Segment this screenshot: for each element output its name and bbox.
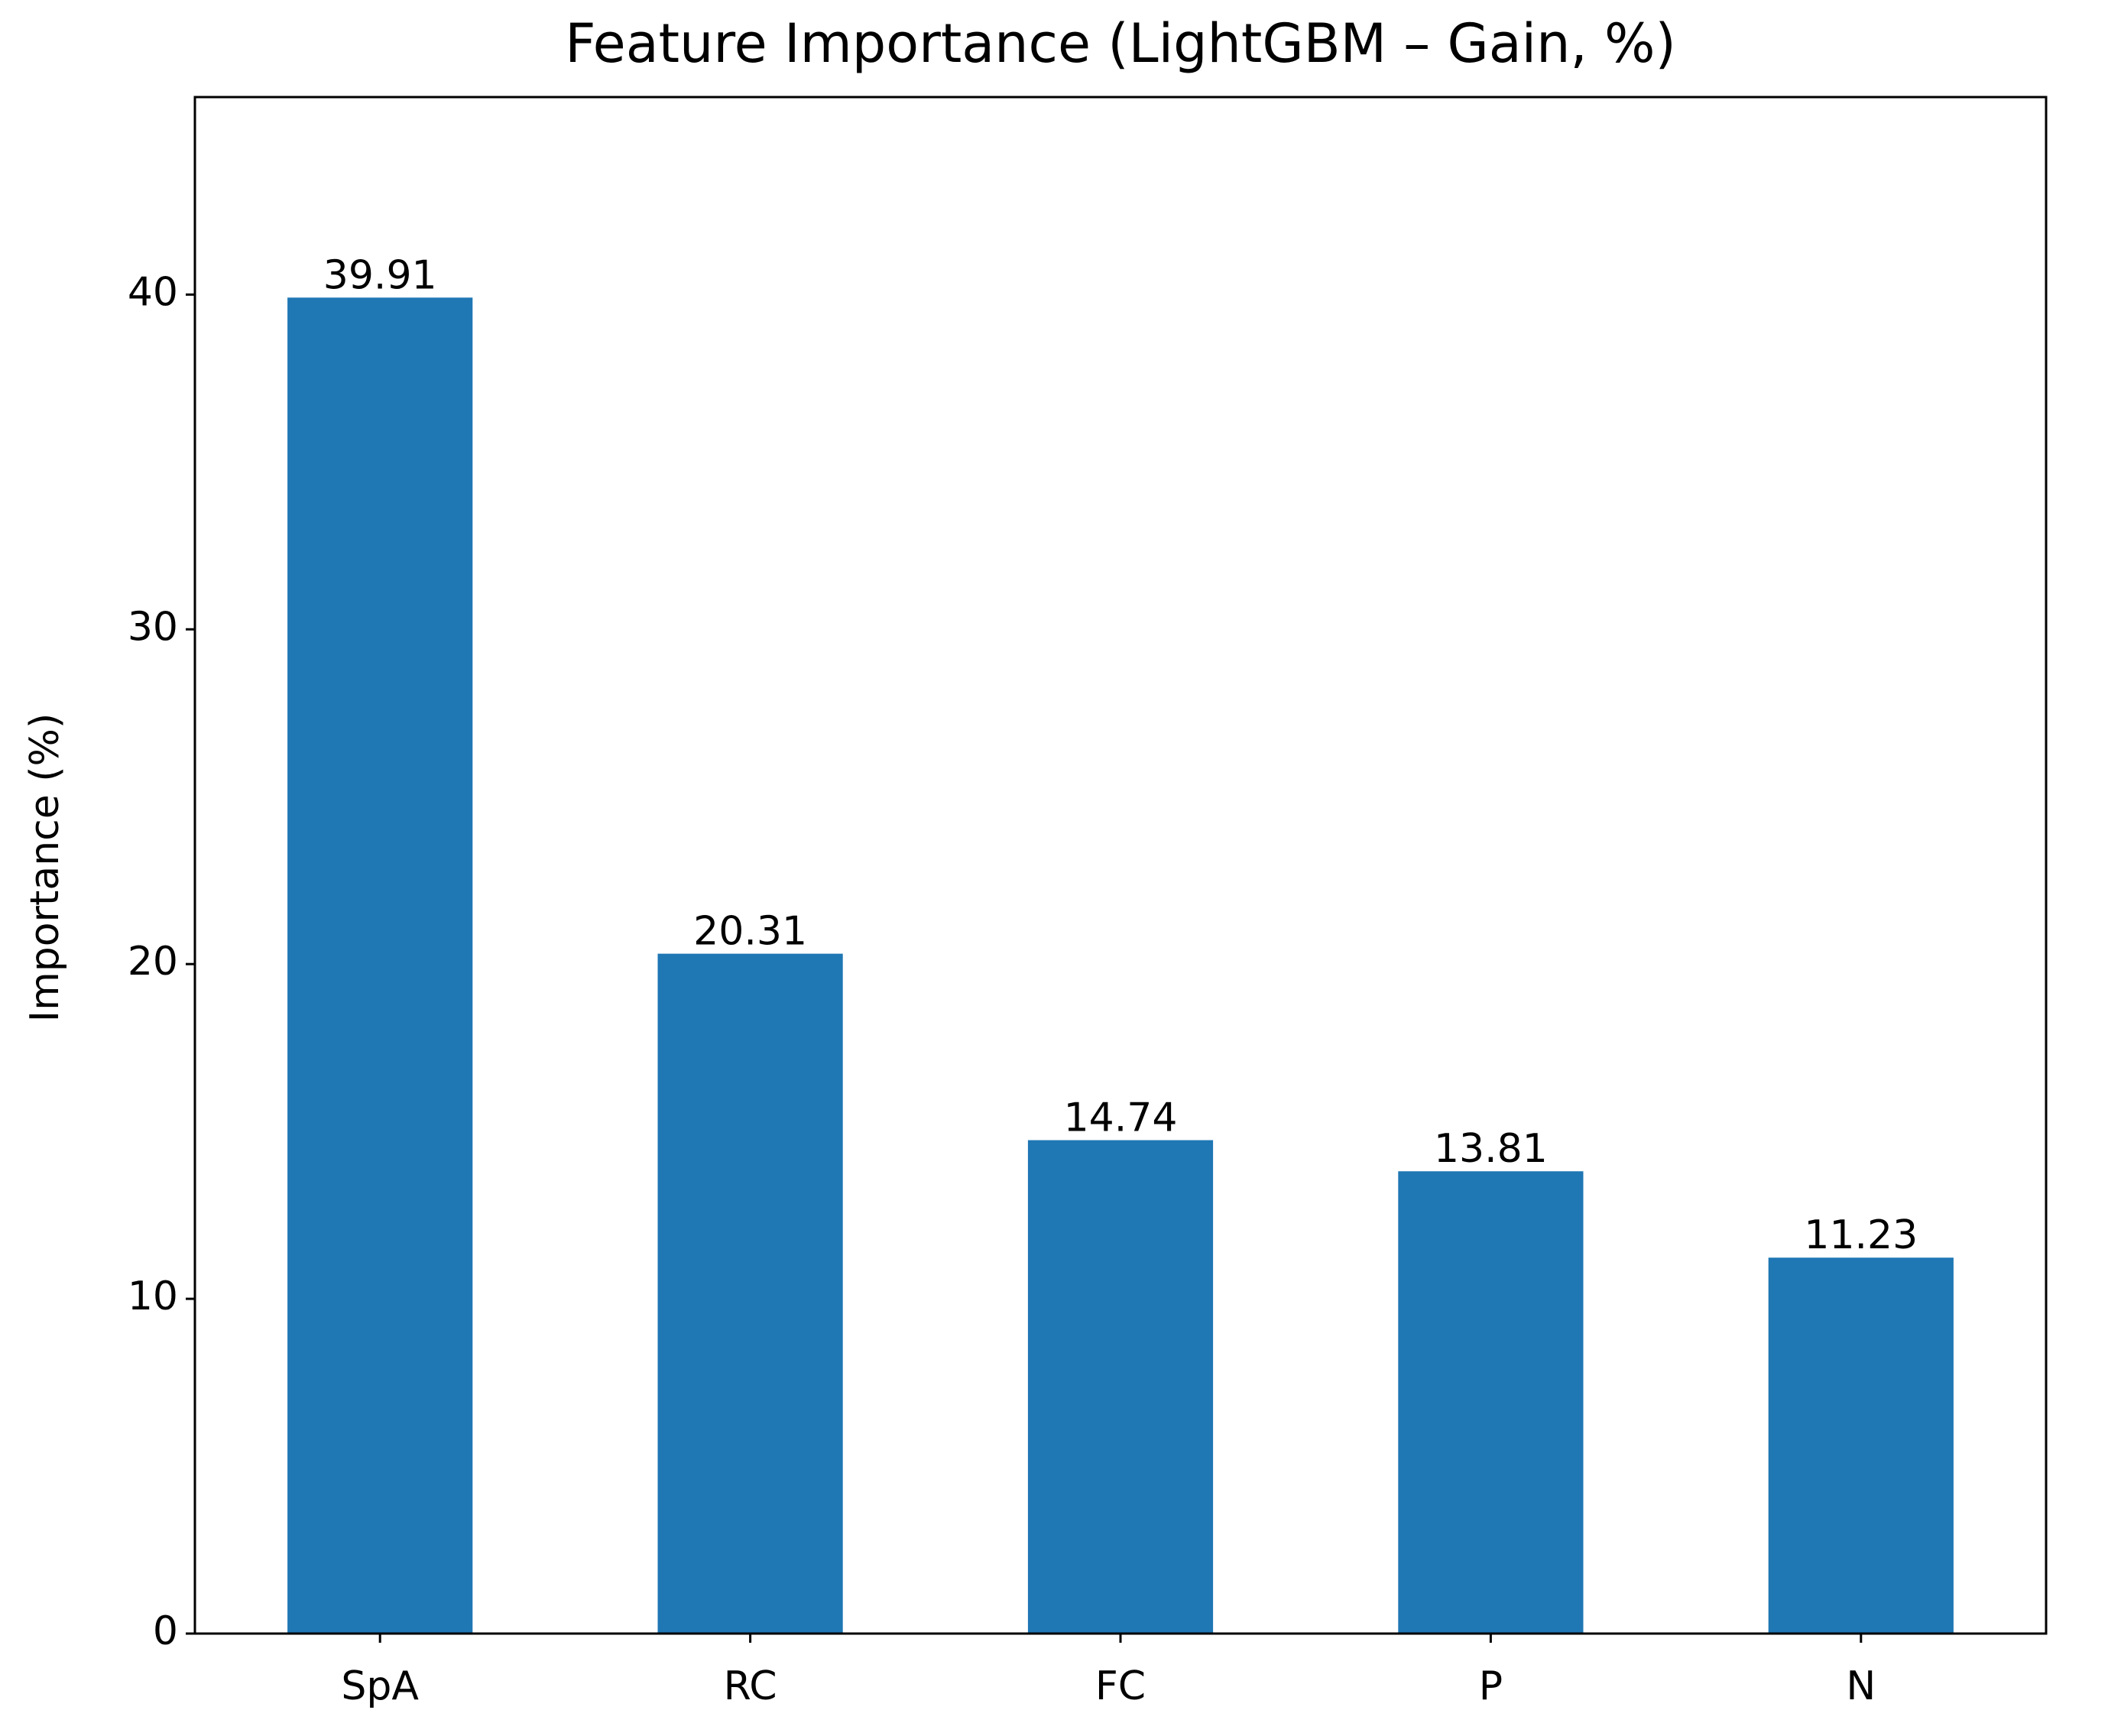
y-tick-label: 20 <box>128 939 178 985</box>
y-axis-label: Importance (%) <box>22 713 68 1023</box>
x-tick-label: SpA <box>341 1663 419 1709</box>
y-tick-label: 10 <box>128 1274 178 1319</box>
x-tick-label: FC <box>1095 1663 1146 1709</box>
value-label: 13.81 <box>1434 1126 1548 1172</box>
value-label: 20.31 <box>693 909 807 955</box>
chart-title: Feature Importance (LightGBM – Gain, %) <box>565 12 1676 75</box>
x-tick-label: RC <box>724 1663 777 1709</box>
value-label: 11.23 <box>1804 1212 1918 1258</box>
value-label: 14.74 <box>1064 1095 1178 1141</box>
bar <box>657 953 843 1634</box>
x-tick-label: N <box>1846 1663 1876 1709</box>
y-tick-label: 40 <box>128 269 178 315</box>
bar <box>1398 1171 1584 1634</box>
x-tick-label: P <box>1479 1663 1503 1709</box>
bar <box>1768 1257 1954 1634</box>
bar <box>287 297 473 1634</box>
value-label: 39.91 <box>323 252 437 298</box>
y-tick-label: 0 <box>153 1608 178 1654</box>
y-tick-label: 30 <box>128 604 178 650</box>
plot-frame <box>193 96 2048 1635</box>
bar <box>1027 1140 1214 1634</box>
